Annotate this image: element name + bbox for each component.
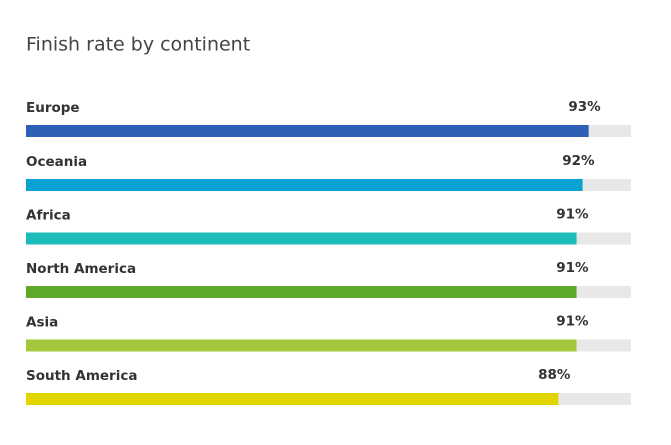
value-label: 93%	[568, 99, 601, 115]
category-label: Africa	[26, 208, 71, 224]
category-label: North America	[26, 261, 136, 277]
category-label: Europe	[26, 100, 80, 116]
bar	[26, 125, 589, 137]
value-label: 91%	[556, 260, 589, 276]
value-label: 91%	[556, 207, 589, 223]
category-label: Asia	[26, 315, 58, 331]
bar	[26, 339, 577, 352]
value-label: 92%	[562, 153, 595, 169]
category-label: Oceania	[26, 154, 87, 170]
bar	[26, 286, 577, 298]
bar	[26, 393, 559, 405]
chart-title: Finish rate by continent	[26, 34, 250, 56]
value-label: 88%	[538, 367, 571, 383]
bar	[26, 232, 577, 245]
category-label: South America	[26, 368, 137, 384]
value-label: 91%	[556, 314, 589, 330]
bar	[26, 179, 583, 191]
